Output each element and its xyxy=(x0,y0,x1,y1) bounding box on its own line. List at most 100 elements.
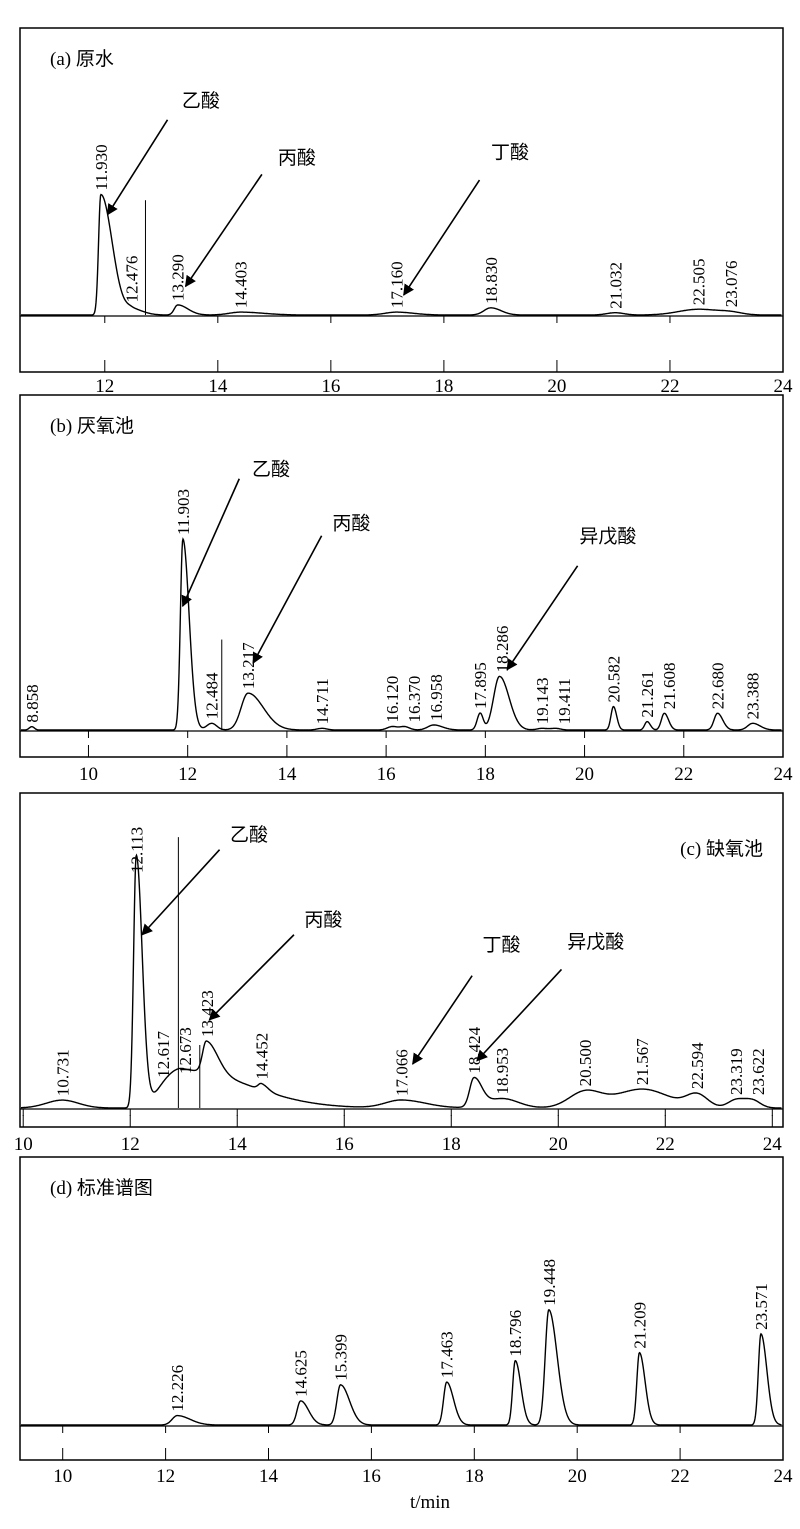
x-tick-label: 24 xyxy=(774,764,794,785)
x-tick-label: 22 xyxy=(660,376,679,397)
panel-title: (d) 标准谱图 xyxy=(50,1177,153,1199)
annotation-arrow xyxy=(141,849,221,936)
peak-label: 21.261 xyxy=(638,671,657,718)
peak-label: 12.226 xyxy=(168,1365,187,1412)
peak-label: 11.903 xyxy=(174,489,193,535)
peak-label: 18.424 xyxy=(465,1026,484,1073)
peak-label: 19.411 xyxy=(555,678,574,724)
annotation-arrow xyxy=(403,179,481,296)
annotation-arrow xyxy=(181,478,241,608)
peak-label: 19.143 xyxy=(533,678,552,725)
peak-label: 23.622 xyxy=(749,1048,768,1095)
peak-label: 17.463 xyxy=(438,1331,457,1378)
x-tick-label: 10 xyxy=(14,1134,33,1155)
peak-label: 10.731 xyxy=(53,1049,72,1096)
peak-label: 21.209 xyxy=(630,1302,649,1349)
peak-label: 21.608 xyxy=(660,663,679,710)
compound-annotation: 异戊酸 xyxy=(567,931,624,953)
peak-label: 13.423 xyxy=(198,990,217,1037)
peak-label: 8.858 xyxy=(23,684,42,722)
x-tick-label: 14 xyxy=(277,764,297,785)
x-tick-label: 16 xyxy=(335,1134,354,1155)
peak-label: 12.476 xyxy=(123,256,142,303)
panel-b: 10 12 14 16 18 20 22 24 8.858 11.903 12.484 13.217 1… xyxy=(19,394,794,785)
peak-label: 20.582 xyxy=(604,656,623,703)
x-tick-label: 16 xyxy=(321,376,340,397)
peak-label: 16.958 xyxy=(427,674,446,721)
x-tick-label: 18 xyxy=(442,1134,461,1155)
x-tick-label: 22 xyxy=(671,1466,690,1487)
plot-frame xyxy=(19,792,784,1128)
x-tick-label: 10 xyxy=(79,764,98,785)
annotation-arrow xyxy=(476,968,563,1062)
chromatogram-trace xyxy=(21,853,782,1109)
peak-label: 18.830 xyxy=(482,257,501,304)
peak-label: 16.370 xyxy=(405,676,424,723)
panel-title: (c) 缺氧池 xyxy=(680,838,763,860)
x-tick-label: 22 xyxy=(674,764,693,785)
peak-label: 23.319 xyxy=(727,1048,746,1095)
annotation-arrow xyxy=(184,173,263,288)
peak-label: 14.452 xyxy=(252,1033,271,1080)
peak-label: 12.484 xyxy=(203,672,222,719)
x-tick-label: 18 xyxy=(476,764,495,785)
x-tick-label: 12 xyxy=(121,1134,140,1155)
peak-label: 20.500 xyxy=(576,1040,595,1087)
peak-label: 11.930 xyxy=(92,144,111,190)
peak-label: 22.594 xyxy=(688,1042,707,1089)
panel-a: 12 14 16 18 20 22 24 11.930 12.476 13.290 14.403 17… xyxy=(19,27,794,397)
x-tick-label: 12 xyxy=(156,1466,175,1487)
compound-annotation: 异戊酸 xyxy=(579,526,636,548)
compound-annotation: 乙酸 xyxy=(252,459,290,481)
peak-label: 17.066 xyxy=(392,1049,411,1096)
compound-annotation: 丁酸 xyxy=(491,141,529,163)
annotation-arrow xyxy=(412,975,473,1065)
x-tick-label: 20 xyxy=(549,1134,568,1155)
x-tick-label: 14 xyxy=(259,1466,279,1487)
x-axis-title: t/min xyxy=(410,1492,451,1513)
peak-label: 23.388 xyxy=(744,673,763,720)
x-tick-label: 18 xyxy=(434,376,453,397)
peak-label: 22.505 xyxy=(690,258,709,305)
x-tick-label: 24 xyxy=(774,1466,794,1487)
peak-label: 21.567 xyxy=(633,1038,652,1085)
peak-label: 12.673 xyxy=(176,1027,195,1074)
peak-label: 16.120 xyxy=(383,676,402,723)
compound-annotation: 丙酸 xyxy=(304,909,342,931)
peak-label: 17.160 xyxy=(387,261,406,308)
x-tick-label: 16 xyxy=(362,1466,381,1487)
x-tick-label: 12 xyxy=(178,764,197,785)
plot-frame xyxy=(19,27,784,373)
chromatogram-trace xyxy=(21,1308,782,1426)
plot-frame xyxy=(19,1156,784,1461)
peak-label: 14.711 xyxy=(313,678,332,724)
x-tick-label: 16 xyxy=(377,764,396,785)
peak-label: 12.617 xyxy=(154,1031,173,1078)
peak-label: 18.953 xyxy=(493,1048,512,1095)
x-tick-label: 12 xyxy=(95,376,114,397)
peak-label: 18.796 xyxy=(506,1310,525,1357)
x-tick-label: 24 xyxy=(774,376,794,397)
compound-annotation: 丙酸 xyxy=(278,147,316,169)
peak-label: 14.625 xyxy=(292,1350,311,1397)
peak-label: 17.895 xyxy=(471,662,490,709)
x-tick-label: 20 xyxy=(568,1466,587,1487)
annotation-arrow xyxy=(252,535,323,664)
compound-annotation: 乙酸 xyxy=(230,824,268,846)
plot-frame xyxy=(19,394,784,758)
peak-label: 19.448 xyxy=(540,1259,559,1306)
peak-label: 23.571 xyxy=(752,1283,771,1330)
panel-title: (a) 原水 xyxy=(50,48,114,70)
x-tick-label: 22 xyxy=(656,1134,675,1155)
compound-annotation: 丙酸 xyxy=(332,512,370,534)
x-tick-label: 18 xyxy=(465,1466,484,1487)
x-tick-label: 14 xyxy=(208,376,228,397)
peak-label: 23.076 xyxy=(722,260,741,307)
peak-label: 22.680 xyxy=(709,663,728,710)
peak-label: 13.217 xyxy=(239,642,258,689)
peak-label: 12.113 xyxy=(127,827,146,873)
x-tick-label: 10 xyxy=(53,1466,72,1487)
peak-label: 21.032 xyxy=(606,262,625,309)
compound-annotation: 乙酸 xyxy=(182,90,220,112)
